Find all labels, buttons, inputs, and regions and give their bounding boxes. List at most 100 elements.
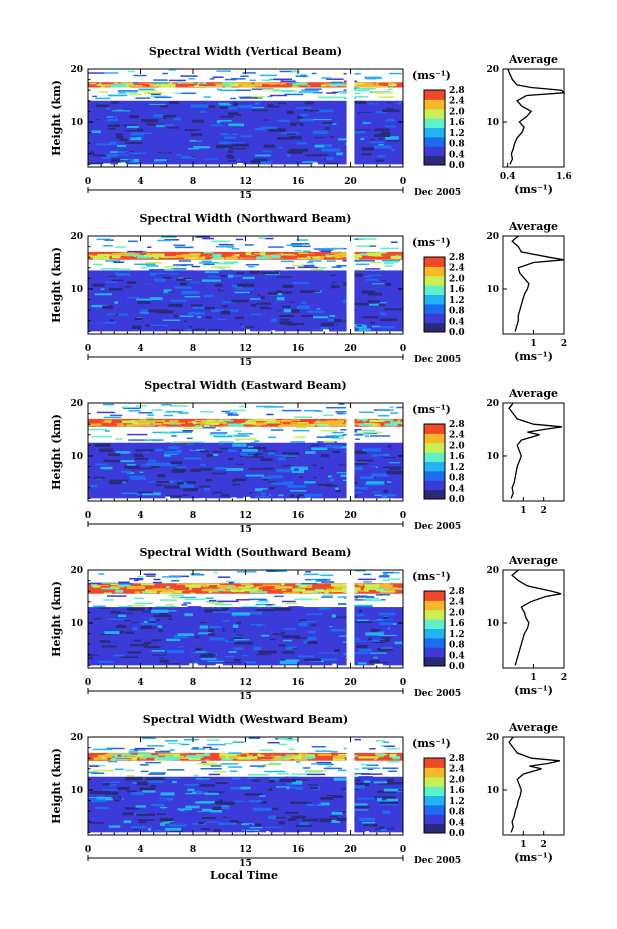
heatmap-cell xyxy=(356,129,372,131)
heatmap-cell xyxy=(313,326,329,330)
heatmap-cell xyxy=(236,621,241,625)
heatmap-cell xyxy=(185,481,196,484)
heatmap-cell xyxy=(331,614,336,618)
heatmap-cell xyxy=(347,324,366,327)
heatmap-cell xyxy=(229,275,242,277)
heatmap-cell xyxy=(183,143,200,145)
heatmap-cell xyxy=(202,237,214,240)
heatmap-cell xyxy=(188,312,205,315)
heatmap-cell xyxy=(145,575,156,577)
heatmap-cell xyxy=(331,328,347,332)
heatmap-cell xyxy=(169,749,175,751)
heatmap-cell xyxy=(379,312,386,315)
heatmap-cell xyxy=(156,273,171,277)
heatmap-cell xyxy=(182,317,191,319)
heatmap-cell xyxy=(285,755,302,760)
heatmap-cell xyxy=(128,256,134,258)
heatmap-cell xyxy=(88,771,98,774)
heatmap-cell xyxy=(260,296,265,300)
heatmap-cell xyxy=(115,625,127,628)
heatmap-cell xyxy=(108,618,128,621)
heatmap-cell xyxy=(253,583,263,587)
heatmap-cell xyxy=(260,126,278,129)
date-label: Dec 2005 xyxy=(414,522,461,532)
heatmap-cell xyxy=(231,590,245,593)
heatmap-cell xyxy=(105,819,113,823)
day-label: 15 xyxy=(239,859,252,869)
heatmap-cell xyxy=(167,607,175,611)
heatmap-cell xyxy=(306,659,321,661)
heatmap-cell xyxy=(127,472,135,474)
heatmap-cell xyxy=(311,623,318,627)
heatmap-cell xyxy=(364,107,379,109)
heatmap-cell xyxy=(92,661,98,665)
heatmap-cell xyxy=(229,770,238,772)
heatmap-cell xyxy=(164,753,184,757)
heatmap-cell xyxy=(267,741,280,744)
heatmap-cell xyxy=(249,492,253,494)
heatmap-cell xyxy=(153,578,161,581)
colorbar-tick-label: 0.0 xyxy=(449,495,465,505)
heatmap-cell xyxy=(290,801,308,804)
heatmap-cell xyxy=(287,150,303,154)
average-x-tick-label: 1 xyxy=(530,339,536,349)
heatmap-cell xyxy=(186,318,195,322)
heatmap-cell xyxy=(160,589,175,593)
heatmap-cell xyxy=(92,321,104,324)
panel-title: Spectral Width (Southward Beam) xyxy=(139,546,351,559)
heatmap-cell xyxy=(224,648,239,652)
average-x-tick-label: 2 xyxy=(561,339,567,349)
heatmap-cell xyxy=(387,578,401,580)
heatmap-cell xyxy=(239,323,243,325)
heatmap-cell xyxy=(141,654,147,658)
heatmap-cell xyxy=(395,781,403,785)
heatmap-cell xyxy=(129,93,142,96)
heatmap-cell xyxy=(183,602,192,604)
heatmap-cell xyxy=(290,243,310,245)
heatmap-cell xyxy=(311,447,328,451)
heatmap-cell xyxy=(195,647,203,651)
data-gap xyxy=(346,570,355,668)
heatmap-cell xyxy=(222,620,231,622)
heatmap-cell xyxy=(318,607,331,610)
heatmap-cell xyxy=(380,82,389,86)
heatmap-cell xyxy=(120,134,138,138)
heatmap-cell xyxy=(257,294,261,296)
heatmap-cell xyxy=(313,422,328,426)
heatmap-cell xyxy=(352,82,364,86)
heatmap-cell xyxy=(190,573,201,575)
heatmap-cell xyxy=(139,764,149,766)
heatmap-cell xyxy=(164,604,175,606)
heatmap-cell xyxy=(165,420,170,422)
heatmap-cell xyxy=(175,246,194,249)
heatmap-cell xyxy=(386,102,394,104)
heatmap-cell xyxy=(277,102,287,105)
heatmap-cell xyxy=(289,81,297,84)
heatmap-cell xyxy=(128,607,145,611)
heatmap-cell xyxy=(184,613,193,617)
heatmap-cell xyxy=(364,77,383,79)
x-tick-label: 4 xyxy=(137,177,143,187)
heatmap-cell xyxy=(199,622,207,624)
heatmap-cell xyxy=(200,316,206,320)
heatmap-cell xyxy=(306,613,323,616)
heatmap-cell xyxy=(270,755,282,757)
heatmap-cell xyxy=(96,84,109,86)
heatmap-cell xyxy=(314,144,326,148)
heatmap-cell xyxy=(166,769,185,771)
heatmap-cell xyxy=(171,780,177,784)
heatmap-cell xyxy=(320,658,338,661)
heatmap-cell xyxy=(223,808,229,813)
heatmap-cell xyxy=(215,144,233,149)
colorbar-frame xyxy=(423,89,446,166)
heatmap-cell xyxy=(306,661,322,665)
y-tick-label: 20 xyxy=(70,566,83,576)
heatmap-cell xyxy=(324,493,336,497)
heatmap-cell xyxy=(103,599,115,601)
heatmap-cell xyxy=(164,141,174,145)
heatmap-cell xyxy=(134,317,142,321)
heatmap-cell xyxy=(193,774,199,777)
heatmap-cell xyxy=(368,252,382,257)
heatmap-cell xyxy=(157,625,163,628)
heatmap-cell xyxy=(99,640,111,643)
